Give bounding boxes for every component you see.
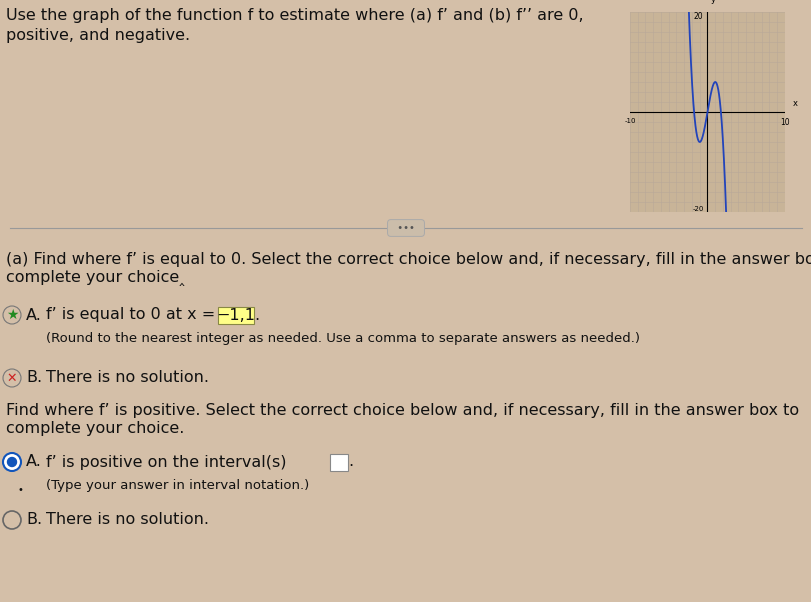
Text: (a) Find where f’ is equal to 0. Select the correct choice below and, if necessa: (a) Find where f’ is equal to 0. Select … xyxy=(6,252,811,267)
Text: .: . xyxy=(254,308,259,323)
Circle shape xyxy=(7,458,16,467)
Text: 20: 20 xyxy=(693,12,703,21)
Text: −1,1: −1,1 xyxy=(217,308,255,323)
Text: -20: -20 xyxy=(692,206,703,212)
FancyBboxPatch shape xyxy=(217,307,254,324)
Text: positive, and negative.: positive, and negative. xyxy=(6,28,190,43)
Text: B.: B. xyxy=(26,512,42,527)
Text: Use the graph of the function f to estimate where (a) f’ and (b) f’’ are 0,: Use the graph of the function f to estim… xyxy=(6,8,583,23)
Text: B.: B. xyxy=(26,370,42,385)
Text: (Type your answer in interval notation.): (Type your answer in interval notation.) xyxy=(46,479,309,492)
Text: f’ is equal to 0 at x =: f’ is equal to 0 at x = xyxy=(46,308,220,323)
Text: (Round to the nearest integer as needed. Use a comma to separate answers as need: (Round to the nearest integer as needed.… xyxy=(46,332,639,345)
Text: ✕: ✕ xyxy=(6,371,17,385)
Text: -10: -10 xyxy=(624,118,635,124)
FancyBboxPatch shape xyxy=(329,454,348,471)
Text: f’ is positive on the interval(s): f’ is positive on the interval(s) xyxy=(46,455,291,470)
Text: •: • xyxy=(17,485,23,495)
Text: .: . xyxy=(348,455,353,470)
Text: x: x xyxy=(792,99,796,108)
Text: A.: A. xyxy=(26,455,42,470)
Text: •••: ••• xyxy=(390,223,421,233)
Text: Find where f’ is positive. Select the correct choice below and, if necessary, fi: Find where f’ is positive. Select the co… xyxy=(6,403,798,418)
Text: complete your choice.: complete your choice. xyxy=(6,421,184,436)
Text: There is no solution.: There is no solution. xyxy=(46,370,208,385)
Text: ★: ★ xyxy=(6,308,18,322)
Text: y: y xyxy=(710,0,714,4)
Text: complete your choice‸: complete your choice‸ xyxy=(6,270,184,286)
Circle shape xyxy=(3,453,21,471)
Text: A.: A. xyxy=(26,308,42,323)
Text: There is no solution.: There is no solution. xyxy=(46,512,208,527)
Text: 10: 10 xyxy=(779,118,789,127)
